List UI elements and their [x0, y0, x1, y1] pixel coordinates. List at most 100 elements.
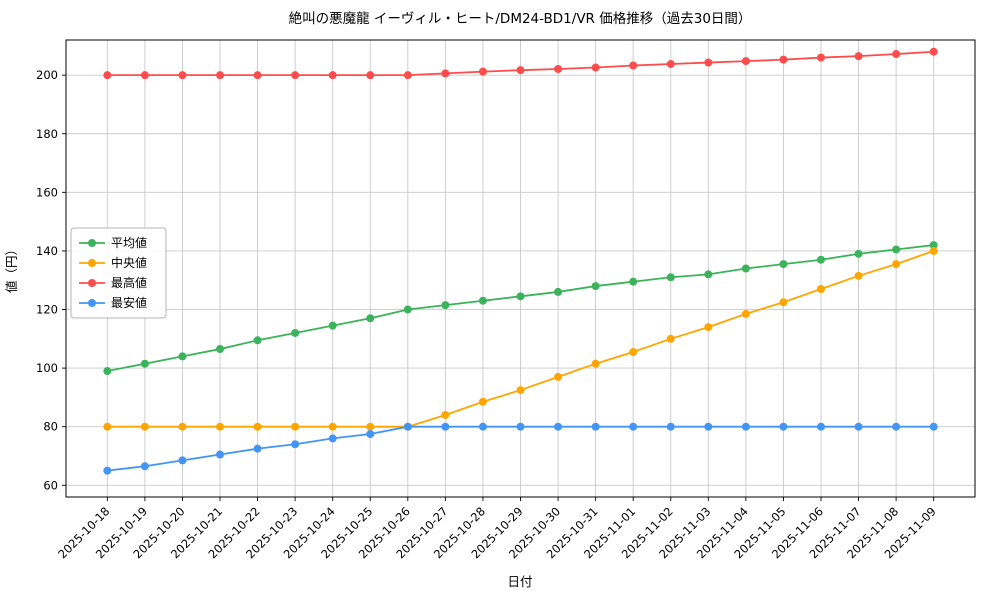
legend-marker — [88, 259, 96, 267]
legend-box — [70, 227, 167, 319]
legend-label: 中央値 — [111, 255, 147, 270]
series-marker-最安値 — [140, 462, 149, 471]
data-series — [103, 47, 938, 475]
series-marker-最高値 — [892, 50, 901, 59]
series-marker-平均値 — [441, 301, 450, 310]
series-marker-平均値 — [629, 277, 638, 286]
series-marker-中央値 — [854, 271, 863, 280]
series-marker-最高値 — [929, 47, 938, 56]
series-marker-平均値 — [854, 249, 863, 258]
series-marker-最高値 — [704, 58, 713, 67]
series-marker-最安値 — [478, 422, 487, 431]
series-marker-中央値 — [291, 422, 300, 431]
series-marker-最安値 — [178, 456, 187, 465]
series-marker-平均値 — [591, 282, 600, 291]
series-marker-最高値 — [403, 71, 412, 80]
series-marker-最高値 — [741, 57, 750, 66]
series-marker-最安値 — [403, 422, 412, 431]
series-marker-中央値 — [816, 285, 825, 294]
x-axis-label: 日付 — [507, 574, 532, 589]
series-marker-最安値 — [253, 444, 262, 453]
legend-marker — [88, 299, 96, 307]
series-marker-平均値 — [178, 352, 187, 361]
series-marker-最安値 — [741, 422, 750, 431]
series-marker-中央値 — [478, 397, 487, 406]
series-marker-最安値 — [591, 422, 600, 431]
series-marker-最安値 — [103, 466, 112, 475]
series-marker-平均値 — [253, 336, 262, 345]
series-marker-中央値 — [666, 334, 675, 343]
series-marker-中央値 — [629, 347, 638, 356]
series-marker-最安値 — [704, 422, 713, 431]
series-marker-最安値 — [666, 422, 675, 431]
series-marker-最高値 — [140, 71, 149, 80]
series-marker-平均値 — [328, 321, 337, 330]
series-marker-最安値 — [816, 422, 825, 431]
series-marker-平均値 — [554, 287, 563, 296]
y-tick-label: 80 — [43, 420, 58, 434]
series-marker-平均値 — [291, 328, 300, 337]
series-marker-最安値 — [366, 430, 375, 439]
series-marker-中央値 — [216, 422, 225, 431]
series-marker-平均値 — [216, 345, 225, 354]
series-marker-平均値 — [704, 270, 713, 279]
series-marker-最高値 — [816, 53, 825, 62]
series-marker-最高値 — [216, 71, 225, 80]
series-marker-最安値 — [929, 422, 938, 431]
legend-marker — [88, 279, 96, 287]
series-marker-最安値 — [629, 422, 638, 431]
series-marker-最安値 — [216, 450, 225, 459]
series-marker-平均値 — [516, 292, 525, 301]
series-marker-平均値 — [929, 241, 938, 250]
series-marker-最安値 — [291, 440, 300, 449]
legend-marker — [88, 239, 96, 247]
series-marker-平均値 — [403, 305, 412, 314]
y-tick-label: 60 — [43, 478, 58, 492]
series-marker-最高値 — [779, 55, 788, 64]
series-marker-最高値 — [516, 66, 525, 75]
series-marker-最高値 — [554, 65, 563, 74]
series-marker-最高値 — [666, 60, 675, 69]
series-marker-最高値 — [441, 69, 450, 78]
series-marker-中央値 — [741, 309, 750, 318]
series-marker-中央値 — [253, 422, 262, 431]
series-marker-平均値 — [666, 273, 675, 282]
series-marker-最高値 — [253, 71, 262, 80]
series-marker-中央値 — [892, 260, 901, 269]
series-marker-平均値 — [779, 260, 788, 269]
series-marker-最高値 — [291, 71, 300, 80]
series-marker-最高値 — [629, 61, 638, 70]
series-marker-最高値 — [591, 63, 600, 72]
series-marker-中央値 — [178, 422, 187, 431]
chart-title: 絶叫の悪魔龍 イーヴィル・ヒート/DM24-BD1/VR 価格推移（過去30日間… — [289, 10, 752, 27]
legend-label: 最安値 — [111, 295, 147, 310]
series-marker-最安値 — [892, 422, 901, 431]
series-marker-中央値 — [516, 386, 525, 395]
series-marker-最高値 — [328, 71, 337, 80]
series-marker-中央値 — [140, 422, 149, 431]
series-marker-最安値 — [516, 422, 525, 431]
axis-ticks: 60801001201401601802002025-10-182025-10-… — [36, 68, 939, 561]
series-marker-最安値 — [779, 422, 788, 431]
series-marker-最高値 — [366, 71, 375, 80]
series-marker-中央値 — [554, 372, 563, 381]
series-marker-平均値 — [103, 367, 112, 376]
series-marker-最安値 — [441, 422, 450, 431]
series-marker-平均値 — [892, 245, 901, 254]
y-tick-label: 120 — [36, 303, 58, 317]
series-marker-中央値 — [441, 410, 450, 419]
series-marker-中央値 — [103, 422, 112, 431]
series-marker-平均値 — [140, 359, 149, 368]
series-marker-最安値 — [328, 434, 337, 443]
y-tick-label: 160 — [36, 185, 58, 199]
series-marker-中央値 — [366, 422, 375, 431]
series-marker-中央値 — [328, 422, 337, 431]
series-marker-平均値 — [741, 264, 750, 273]
series-marker-平均値 — [816, 255, 825, 264]
y-tick-label: 100 — [36, 361, 58, 375]
legend-label: 最高値 — [111, 275, 147, 290]
grid-lines — [66, 40, 975, 497]
